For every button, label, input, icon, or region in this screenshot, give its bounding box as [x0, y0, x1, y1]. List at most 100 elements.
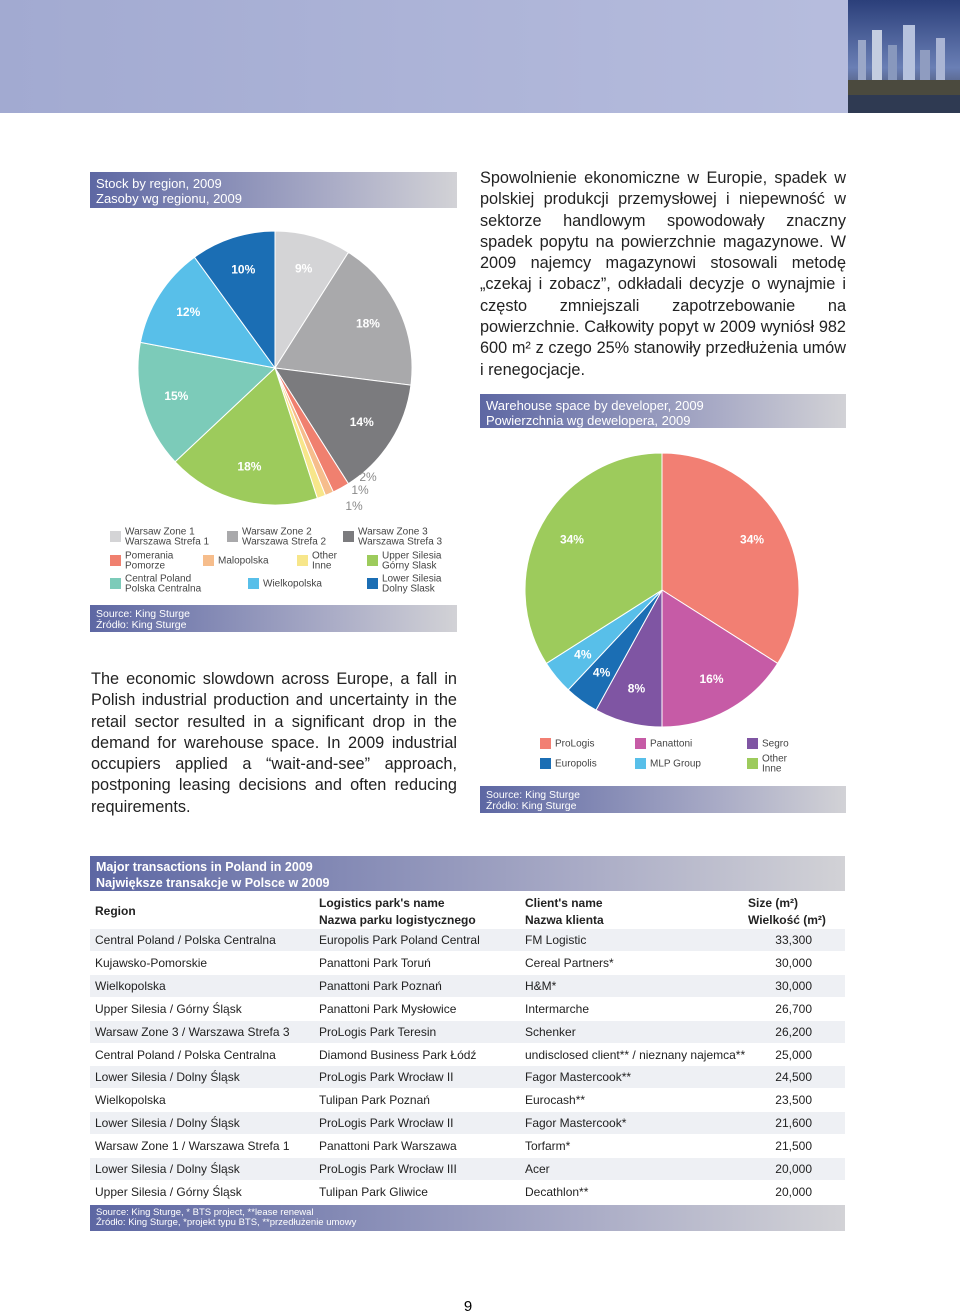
table-cell: FM Logistic	[525, 933, 587, 947]
table-cell: 20,000	[775, 1162, 812, 1176]
table-cell: Torfarm*	[525, 1139, 571, 1154]
row-band	[90, 1066, 845, 1089]
legend-label: Inne	[312, 561, 332, 572]
legend-label: Europolis	[555, 759, 597, 770]
column-header: Logistics park's name	[319, 896, 445, 910]
value-label: 14%	[350, 415, 374, 429]
pie-slice	[661, 589, 779, 728]
table-title: Największe transakcje w Polsce w 2009	[96, 875, 330, 890]
paragraph-pl: Spowolnienie ekonomiczne w Europie, spad…	[480, 169, 846, 379]
legend-swatch	[110, 555, 121, 566]
legend-label: Inne	[762, 764, 782, 775]
legend-label: Central Poland	[125, 574, 191, 585]
table-cell: Panattoni Park Poznań	[319, 978, 442, 993]
value-label: 34%	[560, 533, 584, 547]
table-cell: ProLogis Park Teresin	[319, 1024, 437, 1039]
table-cell: Lower Silesia / Dolny Śląsk	[95, 1162, 240, 1176]
table-cell: ProLogis Park Wrocław II	[319, 1116, 454, 1131]
value-label: 4%	[574, 648, 592, 662]
table-title: Major transactions in Poland in 2009	[96, 860, 313, 874]
legend-label: Warszawa Strefa 3	[358, 537, 443, 548]
legend-label: Wielkopolska	[263, 579, 322, 590]
legend-label: Warsaw Zone 2	[242, 527, 312, 538]
pie-slice	[137, 341, 277, 463]
row-band	[90, 1112, 845, 1135]
legend-swatch	[203, 555, 214, 566]
column-header: Nazwa klienta	[525, 913, 604, 927]
table-cell: Acer	[525, 1162, 550, 1176]
table-cell: ProLogis Park Wrocław III	[319, 1162, 457, 1176]
pie-slice	[274, 367, 412, 485]
legend-label: Polska Centralna	[125, 584, 202, 595]
table-cell: 26,200	[775, 1024, 812, 1039]
legend-label: Górny Slask	[382, 561, 437, 572]
table-header: Major transactions in Poland in 2009 Naj…	[90, 856, 845, 891]
table-cell: Panattoni Park Toruń	[319, 955, 431, 970]
table-source: Źródło: King Sturge, *projekt typu BTS, …	[96, 1217, 357, 1228]
table-cell: Wielkopolska	[95, 1093, 166, 1108]
chart-subtitle: Powierzchnia wg dewelopera, 2009	[486, 413, 691, 428]
chart-header: Stock by region, 2009 Zasoby wg regionu,…	[90, 172, 457, 208]
table-cell: Kujawsko-Pomorskie	[95, 955, 208, 970]
page-number: 9	[463, 1298, 473, 1315]
pie-slice	[174, 367, 318, 506]
legend-swatch	[540, 758, 551, 769]
legend-label: Warszawa Strefa 1	[125, 537, 210, 548]
pie-slice	[661, 452, 800, 665]
value-label: 1%	[345, 499, 363, 513]
value-label: 18%	[237, 460, 261, 474]
table-cell: 33,300	[775, 933, 812, 947]
legend-swatch	[747, 738, 758, 749]
table-cell: Fagor Mastercook**	[525, 1070, 632, 1085]
column-header: Region	[95, 904, 136, 918]
table-cell: 24,500	[775, 1070, 812, 1085]
column-header: Wielkość (m²)	[748, 913, 826, 927]
value-label: 18%	[356, 316, 380, 330]
table-cell: Upper Silesia / Górny Śląsk	[95, 1001, 242, 1016]
column-header: Nazwa parku logistycznego	[319, 913, 476, 927]
legend-swatch	[635, 758, 646, 769]
chart-title: Warehouse space by developer, 2009	[486, 398, 704, 413]
source-box: Source: King Sturge Źródło: King Sturge	[90, 605, 457, 632]
legend-swatch	[747, 758, 758, 769]
legend-label: Warsaw Zone 3	[358, 527, 428, 538]
table-cell: Tulipan Park Poznań	[319, 1093, 430, 1108]
table-source: Source: King Sturge, * BTS project, **le…	[96, 1207, 314, 1218]
table-cell: Panattoni Park Mysłowice	[319, 1001, 457, 1016]
source: Źródło: King Sturge	[486, 799, 577, 812]
table-cell: ProLogis Park Wrocław II	[319, 1070, 454, 1085]
legend-label: Other	[312, 551, 338, 562]
table-cell: Lower Silesia / Dolny Śląsk	[95, 1116, 240, 1131]
pie-slice	[193, 230, 276, 370]
table-cell: undisclosed client** / nieznany najemca*…	[525, 1047, 746, 1062]
legend-label: Other	[762, 754, 788, 765]
legend-swatch	[540, 738, 551, 749]
table-cell: Fagor Mastercook*	[525, 1116, 627, 1131]
chart-title: Stock by region, 2009	[96, 176, 222, 191]
row-band	[90, 929, 845, 951]
table-cell: Lower Silesia / Dolny Śląsk	[95, 1070, 240, 1085]
table-cell: 23,500	[775, 1093, 812, 1108]
table-cell: Schenker	[525, 1024, 576, 1039]
table-source-box: Source: King Sturge, * BTS project, **le…	[90, 1205, 845, 1231]
pie-slice	[274, 251, 413, 386]
legend-label: Dolny Slask	[382, 584, 436, 595]
source: Source: King Sturge	[486, 789, 580, 801]
table-cell: Eurocash**	[525, 1093, 586, 1108]
table-cell: Cereal Partners*	[525, 955, 614, 970]
legend-swatch	[367, 555, 378, 566]
value-label: 4%	[593, 665, 611, 679]
table-cell: 30,000	[775, 955, 812, 970]
table-cell: Central Poland / Polska Centralna	[95, 1047, 276, 1062]
row-band	[90, 1020, 845, 1043]
value-label: 15%	[164, 389, 188, 403]
legend-label: ProLogis	[555, 739, 594, 750]
value-label: 34%	[740, 533, 764, 547]
value-label: 2%	[359, 470, 377, 484]
top-banner	[0, 0, 960, 113]
table-cell: H&M*	[525, 978, 557, 993]
city-photo	[848, 0, 960, 113]
column-header: Size (m²)	[748, 896, 799, 910]
legend-swatch	[110, 531, 121, 542]
